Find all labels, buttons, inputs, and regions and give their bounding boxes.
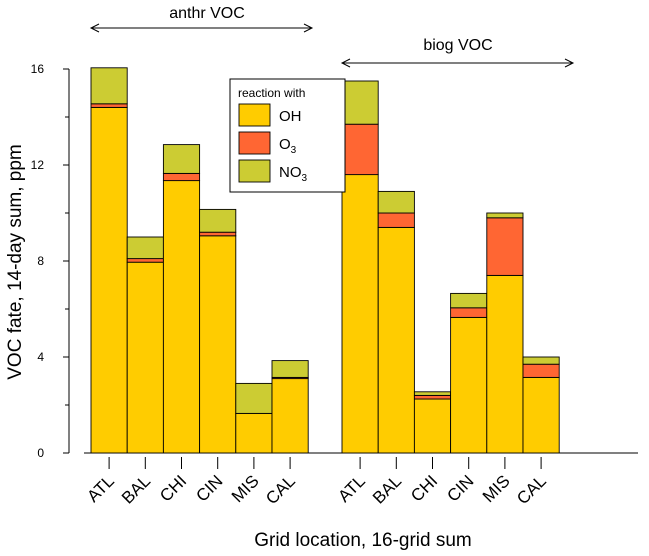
arrowhead-left-icon <box>89 23 100 33</box>
y-tick-label: 12 <box>31 158 45 172</box>
legend-title: reaction with <box>238 86 305 100</box>
bar-segment-o3 <box>450 307 488 318</box>
bar-segment-no3 <box>486 212 524 219</box>
group-label-anthr: anthr VOC <box>169 5 245 22</box>
legend-swatch-oh <box>238 103 271 127</box>
bar-segment-o3 <box>486 217 524 276</box>
y-tick-label: 4 <box>37 350 44 364</box>
bar-segment-no3 <box>413 391 452 396</box>
x-category-label: CIN <box>192 471 226 505</box>
bar-segment-oh <box>450 316 488 454</box>
bar-segment-no3 <box>341 80 379 125</box>
x-category-label: CAL <box>262 471 299 508</box>
x-category-label: CIN <box>443 471 477 505</box>
bar-segment-no3 <box>162 144 201 174</box>
arrowhead-left-icon <box>340 58 351 68</box>
x-category-label: CHI <box>156 471 190 505</box>
legend: reaction with OH O3 NO3 <box>229 78 346 193</box>
bar-segment-oh <box>199 235 237 454</box>
y-tick-label: 16 <box>31 62 45 76</box>
x-category-label: CHI <box>407 471 441 505</box>
bar-segment-oh <box>90 106 128 454</box>
bar-segment-no3 <box>450 292 488 309</box>
legend-swatch-o3 <box>238 131 271 155</box>
bar-segment-oh <box>271 378 309 454</box>
x-axis-ticks: ATL BAL CHI CIN MIS CAL ATL BAL CHI CIN MIS CAL <box>83 457 550 508</box>
legend-swatch-no3 <box>238 159 271 183</box>
x-category-label: MIS <box>479 471 514 506</box>
bars-group <box>90 67 560 454</box>
bar-segment-o3 <box>413 394 452 400</box>
bar-segment-no3 <box>522 356 560 365</box>
x-category-label: BAL <box>369 471 405 507</box>
bar-segment-o3 <box>522 363 560 378</box>
x-category-label: ATL <box>334 471 369 506</box>
y-axis-title: VOC fate, 14-day sum, ppm <box>5 144 26 380</box>
legend-label-o3: O3 <box>279 136 297 156</box>
legend-label-oh: OH <box>279 108 302 125</box>
group-label-biog: biog VOC <box>423 37 492 54</box>
group-annotation-biog: biog VOC <box>340 37 575 68</box>
bar-segment-oh <box>486 274 524 454</box>
bar-segment-o3 <box>90 103 128 108</box>
y-tick-label: 0 <box>37 446 44 460</box>
bar-segment-no3 <box>90 67 128 105</box>
bar-segment-oh <box>413 398 452 454</box>
x-category-label: BAL <box>118 471 154 507</box>
bar-segment-o3 <box>162 172 201 182</box>
x-category-label: ATL <box>83 471 118 506</box>
bar-segment-oh <box>522 376 560 454</box>
bar-segment-oh <box>377 226 415 454</box>
arrowhead-right-icon <box>303 23 314 33</box>
bar-segment-o3 <box>377 212 415 228</box>
x-category-label: CAL <box>513 471 550 508</box>
bar-segment-no3 <box>271 360 309 378</box>
bar-segment-o3 <box>126 258 164 263</box>
bar-segment-oh <box>126 261 164 454</box>
y-axis-ticks: 0 4 8 12 16 <box>31 62 69 460</box>
y-tick-label: 8 <box>37 254 44 268</box>
bar-segment-o3 <box>199 231 237 237</box>
bar-segment-oh <box>341 174 379 454</box>
bar-segment-no3 <box>126 236 164 260</box>
group-annotation-anthr: anthr VOC <box>89 5 314 33</box>
bar-segment-o3 <box>341 123 379 176</box>
bar-segment-oh <box>235 412 273 454</box>
arrowhead-right-icon <box>564 58 575 68</box>
x-category-label: MIS <box>228 471 263 506</box>
bar-segment-oh <box>162 180 201 454</box>
x-axis-title: Grid location, 16-grid sum <box>254 530 472 551</box>
bar-segment-no3 <box>235 382 273 414</box>
bar-segment-no3 <box>199 208 237 233</box>
legend-label-no3: NO3 <box>279 164 308 184</box>
bar-segment-no3 <box>377 190 415 214</box>
